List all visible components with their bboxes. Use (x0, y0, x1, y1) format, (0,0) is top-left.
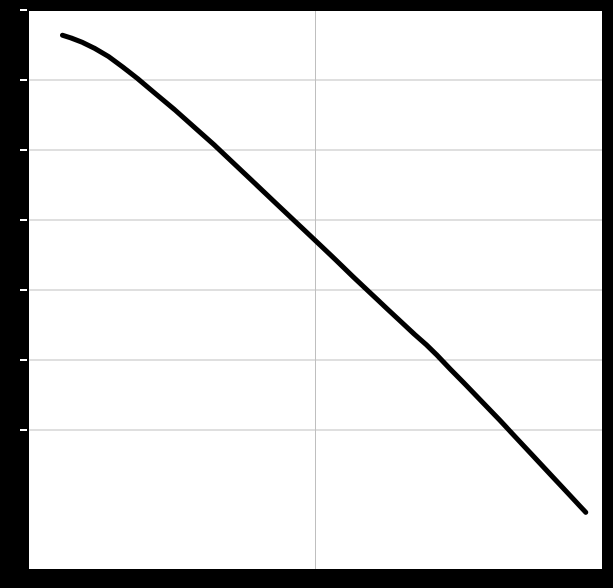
line-chart (0, 0, 613, 588)
chart-container (0, 0, 613, 588)
